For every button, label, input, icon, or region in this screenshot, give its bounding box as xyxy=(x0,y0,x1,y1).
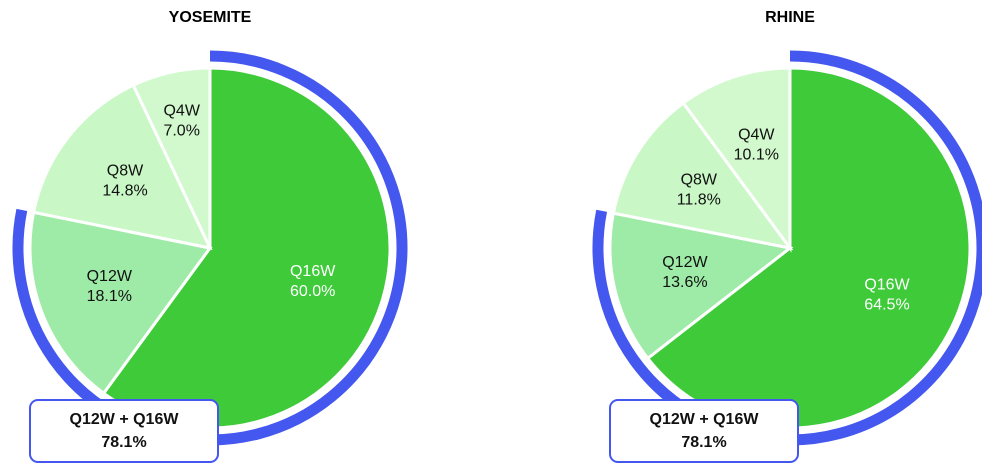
slice-label: Q12W xyxy=(662,254,708,271)
annotation-value: 78.1% xyxy=(681,434,726,451)
annotation-box xyxy=(29,399,219,463)
pie-slice xyxy=(611,100,794,251)
slice-value-label: 13.6% xyxy=(662,274,707,291)
slice-value-label: 7.0% xyxy=(163,123,199,140)
pie-slice xyxy=(31,83,213,251)
slice-value-label: 11.8% xyxy=(677,191,721,208)
slice-label: Q8W xyxy=(681,171,718,188)
slice-value-label: 64.5% xyxy=(864,297,909,314)
slice-label: Q8W xyxy=(107,163,144,180)
pie-slice xyxy=(28,210,213,396)
pie-slice xyxy=(131,66,212,249)
slice-label: Q4W xyxy=(738,127,775,144)
slice-label: Q16W xyxy=(290,263,336,280)
annotation-box xyxy=(609,399,799,463)
slice-label: Q12W xyxy=(87,268,133,285)
slice-value-label: 60.0% xyxy=(290,283,335,300)
highlight-arc xyxy=(12,50,408,446)
slice-label: Q4W xyxy=(163,103,200,120)
slice-value-label: 10.1% xyxy=(734,147,779,164)
annotation-label: Q12W + Q16W xyxy=(650,411,760,428)
slice-value-label: 14.8% xyxy=(102,183,147,200)
pie-slice xyxy=(681,66,792,253)
pie-slice xyxy=(608,211,794,361)
chart-title: YOSEMITE xyxy=(169,9,252,26)
highlight-arc xyxy=(592,50,982,446)
annotation-label: Q12W + Q16W xyxy=(70,411,180,428)
chart-title: RHINE xyxy=(765,9,815,26)
slice-value-label: 18.1% xyxy=(87,288,132,305)
annotation-value: 78.1% xyxy=(101,434,146,451)
slice-label: Q16W xyxy=(864,277,910,294)
